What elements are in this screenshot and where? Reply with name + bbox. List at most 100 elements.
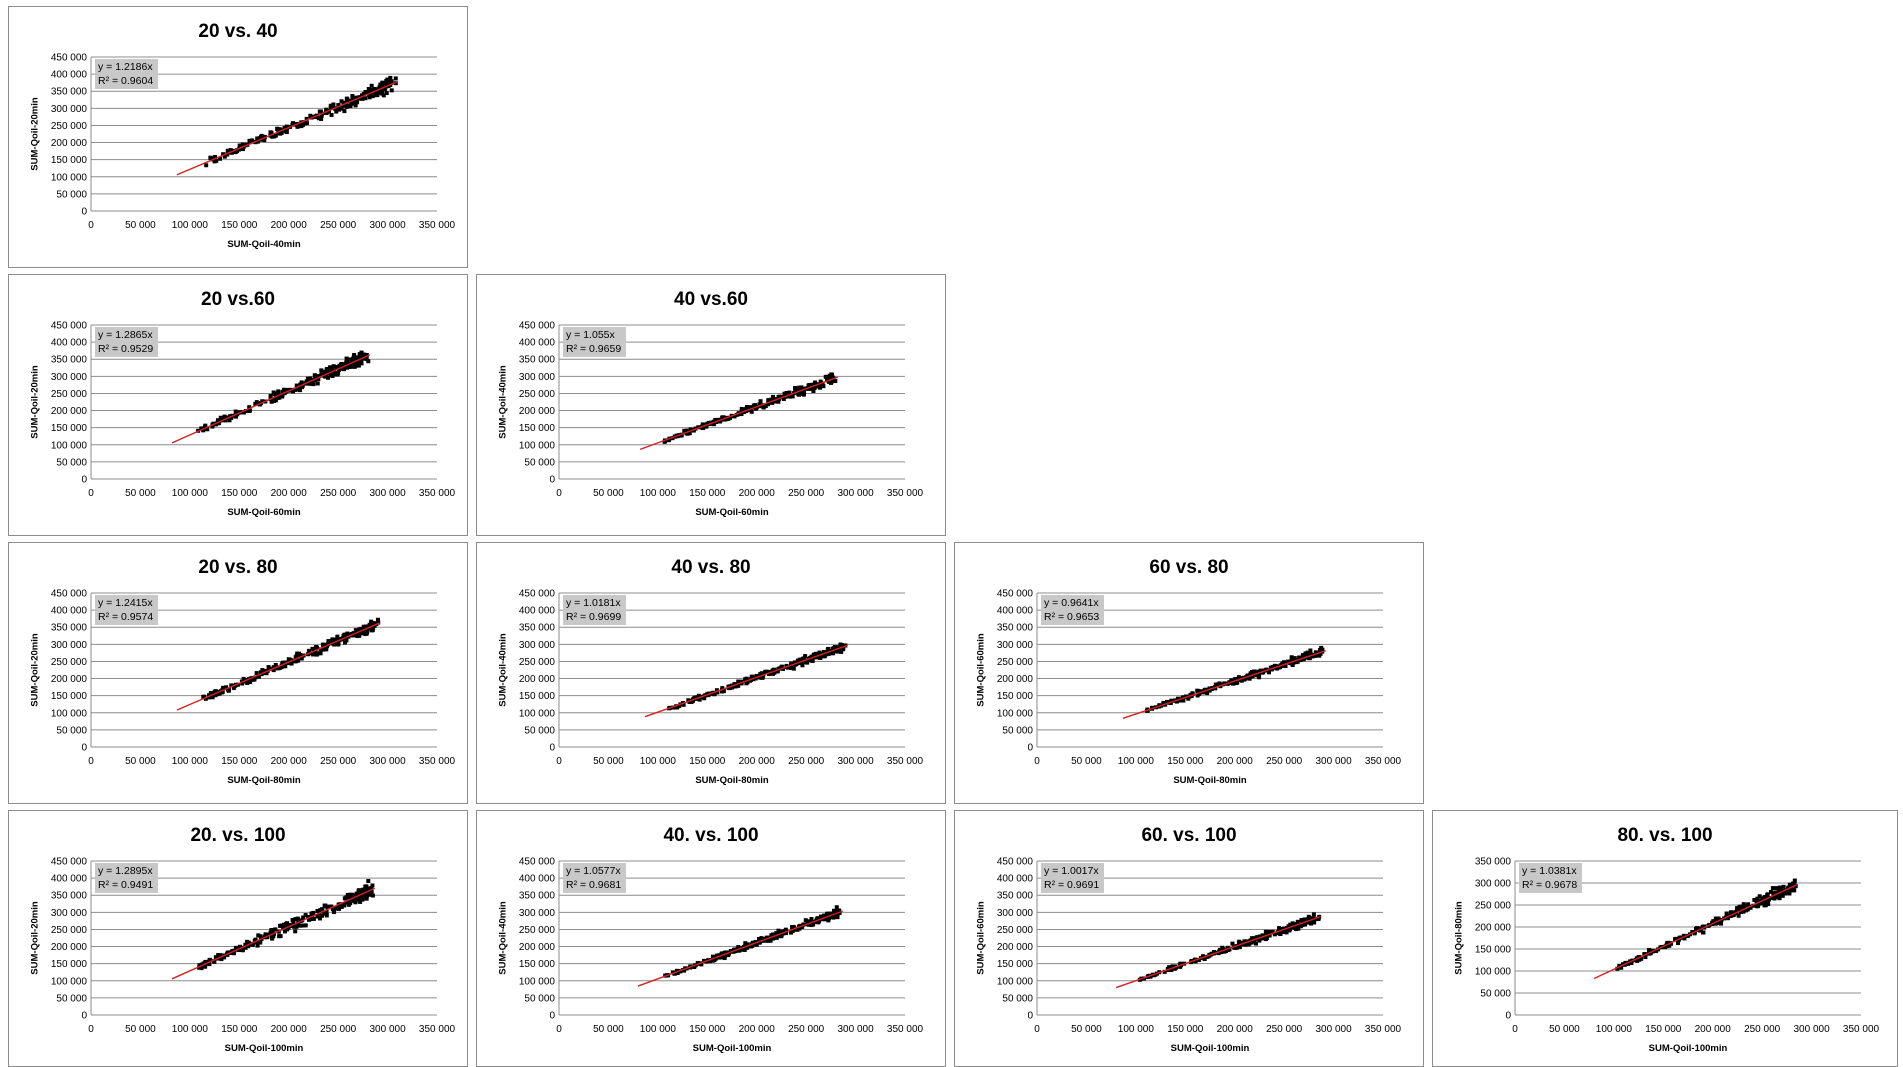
data-point xyxy=(1300,922,1305,927)
trendline-equation-box: y = 1.2865x R² = 0.9529 xyxy=(95,327,159,357)
data-point xyxy=(384,78,389,83)
data-point xyxy=(1724,911,1729,916)
y-tick-label: 400 000 xyxy=(51,874,88,885)
data-point xyxy=(320,913,325,918)
data-point xyxy=(1769,889,1774,894)
data-point xyxy=(311,910,316,915)
data-point xyxy=(349,895,354,900)
scatter-plot: 0 50 000 100 000 150 000 200 000 250 000 300 0… xyxy=(519,857,924,1036)
y-tick-label: 200 000 xyxy=(51,138,88,149)
data-point xyxy=(831,915,836,920)
data-point xyxy=(753,676,758,681)
data-point xyxy=(339,904,344,909)
x-tick-label: 0 xyxy=(556,756,562,767)
data-point xyxy=(296,653,301,658)
chart-title: 20. vs. 100 xyxy=(190,825,286,846)
data-point xyxy=(247,405,252,410)
data-point xyxy=(243,942,248,947)
data-point xyxy=(345,631,350,636)
data-point xyxy=(375,617,380,622)
chart-title: 80. vs. 100 xyxy=(1617,825,1713,846)
trendline-equation-box: y = 0.9641x R² = 0.9653 xyxy=(1041,595,1105,625)
data-point xyxy=(826,915,831,920)
data-point xyxy=(226,688,231,693)
data-point xyxy=(376,620,381,625)
y-tick-label: 0 xyxy=(1505,1011,1511,1022)
trendline-equation-box: y = 1.0577x R² = 0.9681 xyxy=(563,863,627,893)
y-tick-label: 350 000 xyxy=(519,623,556,634)
data-point xyxy=(1741,909,1746,914)
y-tick-label: 200 000 xyxy=(51,406,88,417)
y-tick-label: 150 000 xyxy=(519,423,556,434)
data-point xyxy=(290,122,295,127)
data-point xyxy=(1737,907,1742,912)
data-point xyxy=(271,665,276,670)
trendline-equation: y = 1.2895x xyxy=(98,865,153,877)
y-tick-label: 0 xyxy=(1027,743,1033,754)
trendline-equation-box: y = 1.0381x R² = 0.9678 xyxy=(1519,863,1583,893)
data-point xyxy=(838,642,843,647)
data-point xyxy=(380,80,385,85)
data-point xyxy=(335,634,340,639)
data-point xyxy=(1262,935,1267,940)
data-point xyxy=(248,680,253,685)
y-tick-label: 450 000 xyxy=(519,589,556,600)
data-point xyxy=(1289,658,1294,663)
data-point xyxy=(1267,929,1272,934)
data-point xyxy=(1626,961,1631,966)
data-point xyxy=(1738,904,1743,909)
data-point xyxy=(268,393,273,398)
x-axis-label: SUM-Qoil-100min xyxy=(692,1043,772,1054)
y-tick-label: 300 000 xyxy=(51,372,88,383)
data-point xyxy=(340,363,345,368)
data-point xyxy=(313,115,318,120)
data-point xyxy=(835,908,840,913)
data-point xyxy=(1736,913,1741,918)
y-tick-label: 100 000 xyxy=(519,708,556,719)
data-point xyxy=(788,394,793,399)
y-tick-label: 450 000 xyxy=(51,857,88,868)
x-tick-label: 250 000 xyxy=(1266,756,1303,767)
data-point xyxy=(222,154,227,159)
chart-title: 60. vs. 100 xyxy=(1141,825,1237,846)
data-point xyxy=(803,653,808,658)
data-point xyxy=(328,103,333,108)
data-point xyxy=(246,944,251,949)
trendline-equation: y = 1.2186x xyxy=(98,61,153,73)
x-tick-label: 100 000 xyxy=(640,488,677,499)
y-tick-label: 200 000 xyxy=(519,942,556,953)
data-point xyxy=(781,929,786,934)
data-point xyxy=(765,938,770,943)
data-point xyxy=(209,157,214,162)
data-point xyxy=(280,661,285,666)
data-point xyxy=(273,663,278,668)
data-point xyxy=(1184,694,1189,699)
data-point xyxy=(1754,899,1759,904)
x-tick-label: 50 000 xyxy=(1549,1024,1580,1035)
data-point xyxy=(359,894,364,899)
y-tick-label: 300 000 xyxy=(51,908,88,919)
x-tick-label: 300 000 xyxy=(1315,1024,1352,1035)
data-point xyxy=(342,896,347,901)
data-point xyxy=(213,955,218,960)
chart-panel-60-vs-100: 60. vs. 100 0 50 000 100 000 150 000 200 000… xyxy=(954,810,1424,1067)
data-point xyxy=(369,83,374,88)
data-point xyxy=(356,888,361,893)
data-point xyxy=(1264,934,1269,939)
data-point xyxy=(284,124,289,129)
data-point xyxy=(218,956,223,961)
data-point xyxy=(331,909,336,914)
data-point xyxy=(245,939,250,944)
data-point xyxy=(329,904,334,909)
data-point xyxy=(717,953,722,958)
y-tick-label: 450 000 xyxy=(51,321,88,332)
y-tick-label: 400 000 xyxy=(519,338,556,349)
data-point xyxy=(797,385,802,390)
data-point xyxy=(737,948,742,953)
data-point xyxy=(745,942,750,947)
data-point xyxy=(374,89,379,94)
data-point xyxy=(384,91,389,96)
trendline-equation-box: y = 1.0181x R² = 0.9699 xyxy=(563,595,627,625)
data-point xyxy=(335,637,340,642)
